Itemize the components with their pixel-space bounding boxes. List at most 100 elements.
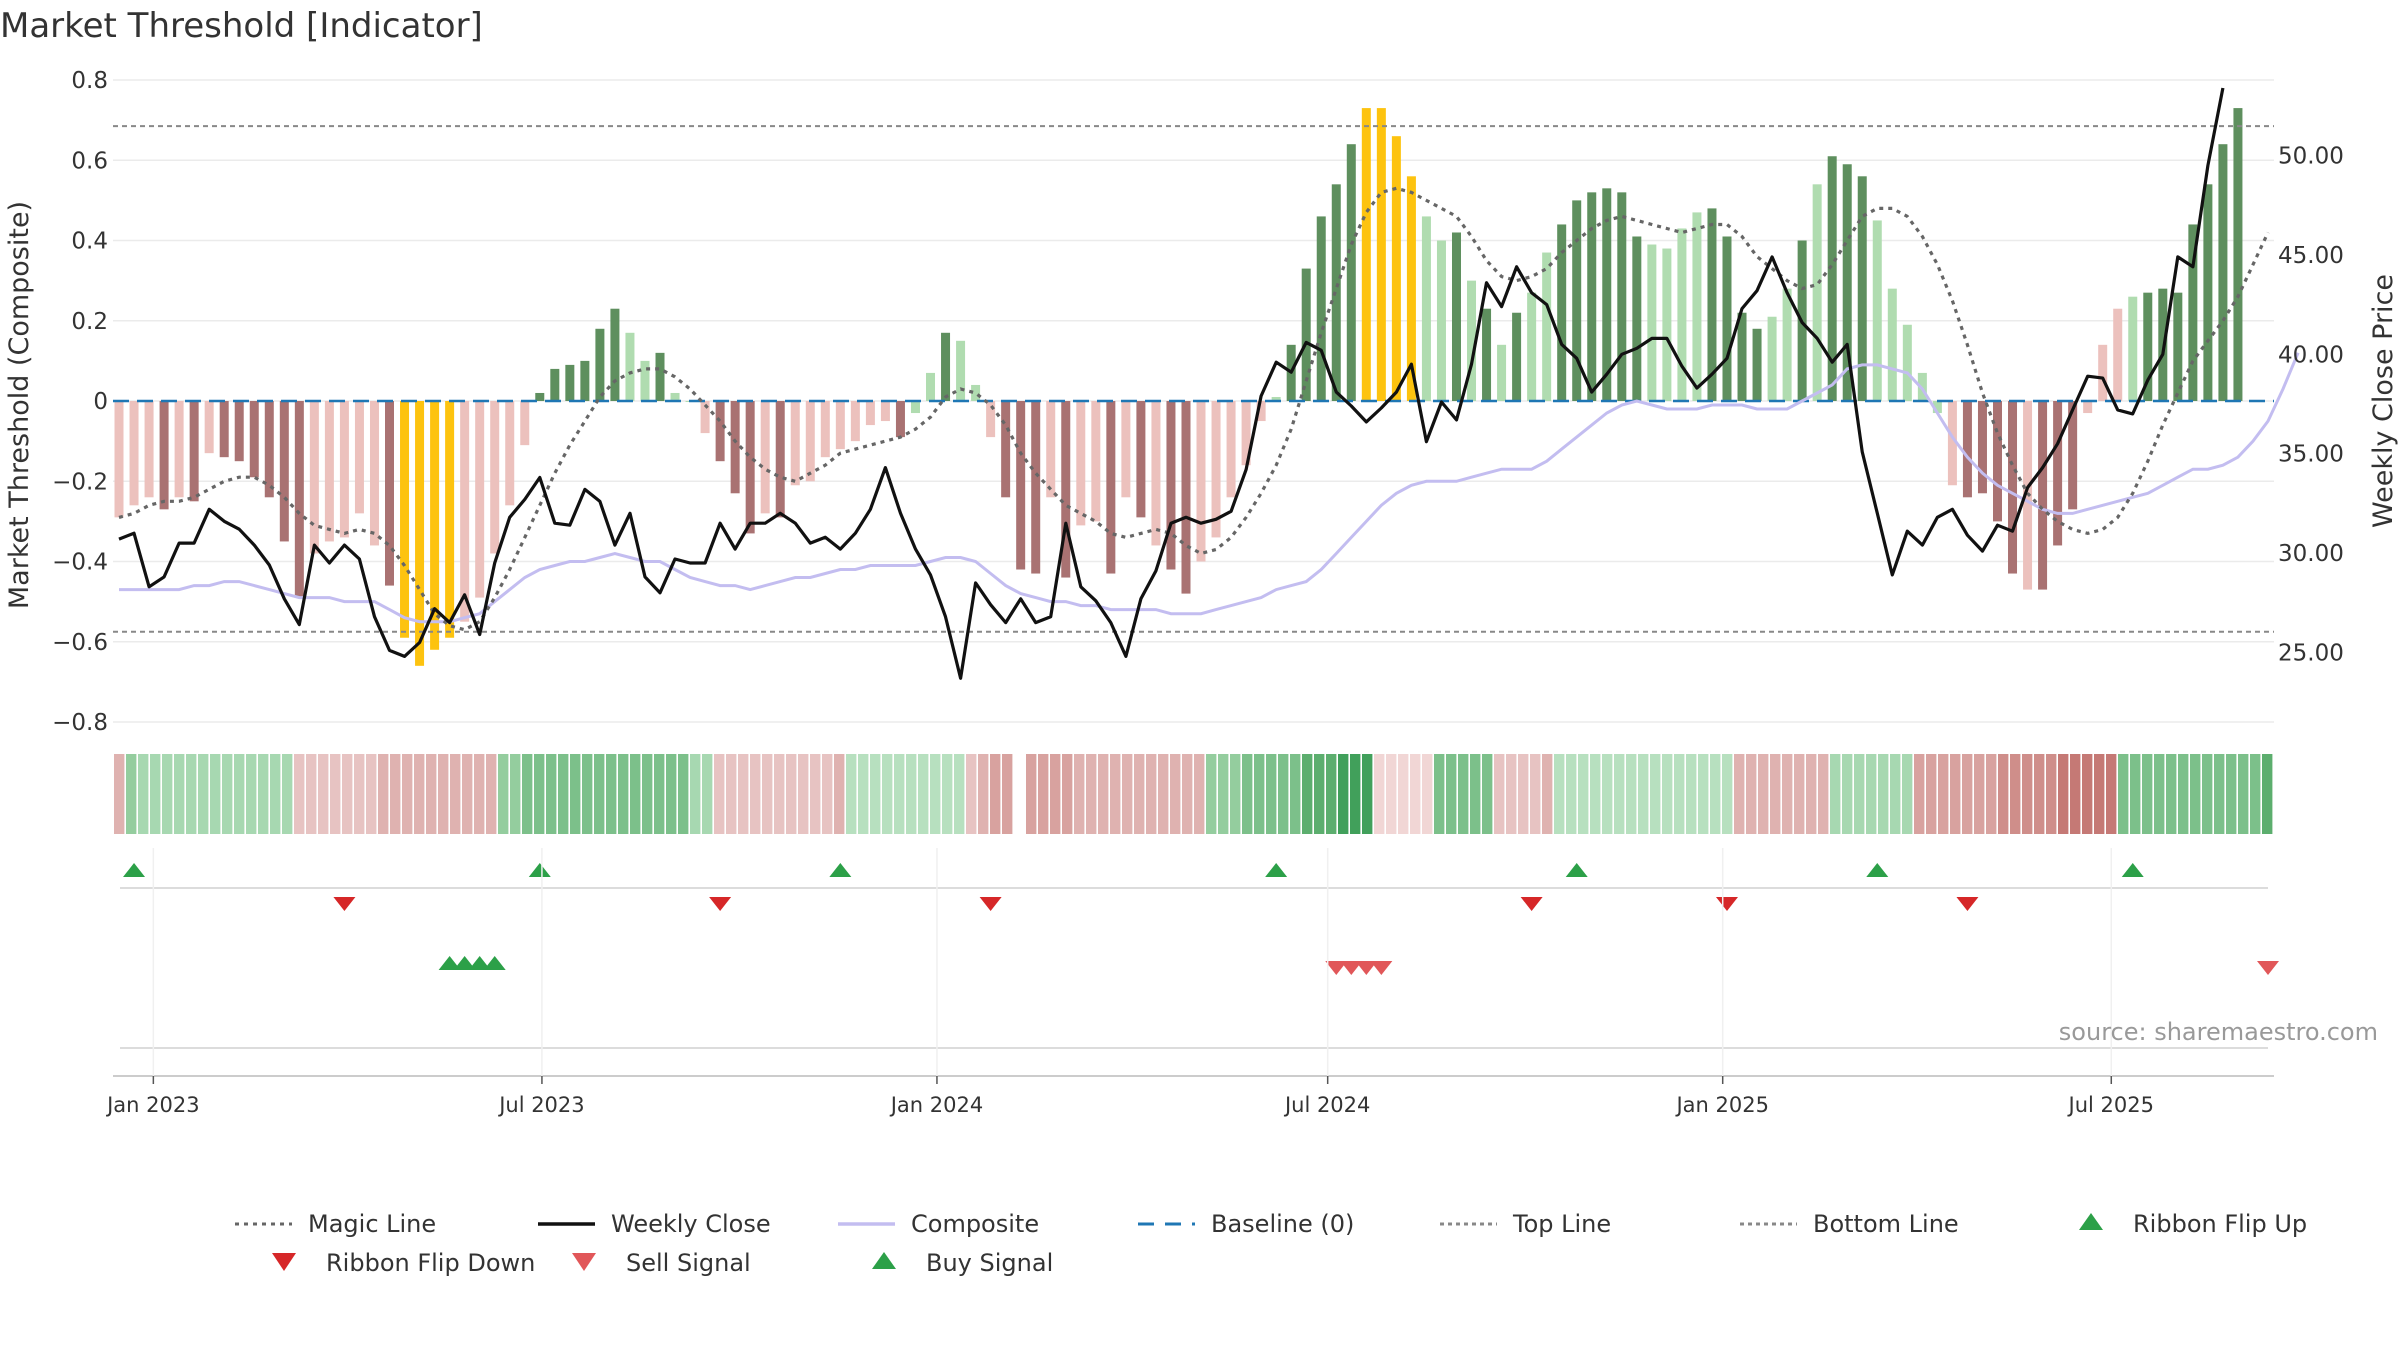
ribbon-flip-down-marker bbox=[1520, 897, 1543, 911]
x-tick-label: Jul 2025 bbox=[2067, 1093, 2154, 1117]
ribbon-flip-up-marker bbox=[1565, 863, 1588, 877]
composite-bar bbox=[760, 401, 770, 514]
composite-bar bbox=[1316, 216, 1326, 401]
ribbon-segment bbox=[774, 754, 785, 834]
ribbon-segment bbox=[1278, 754, 1289, 834]
ribbon-segment bbox=[1506, 754, 1517, 834]
ribbon-segment bbox=[1842, 754, 1853, 834]
ribbon-segment bbox=[1314, 754, 1325, 834]
composite-bar bbox=[114, 401, 124, 518]
composite-bar bbox=[1752, 328, 1762, 401]
ribbon-segment bbox=[1710, 754, 1721, 834]
composite-bars bbox=[114, 108, 2243, 666]
composite-bar bbox=[1076, 401, 1086, 526]
ribbon-segment bbox=[1062, 754, 1073, 834]
composite-bar bbox=[1662, 248, 1672, 401]
ribbon-segment bbox=[990, 754, 1001, 834]
composite-bar bbox=[520, 401, 530, 446]
composite-bar bbox=[189, 401, 199, 502]
composite-bar bbox=[1677, 228, 1687, 401]
legend-label: Weekly Close bbox=[611, 1210, 771, 1238]
ribbon-segment bbox=[1302, 754, 1313, 834]
composite-bar bbox=[1046, 401, 1056, 498]
composite-bar bbox=[249, 401, 259, 478]
ribbon-segment bbox=[174, 754, 185, 834]
composite-bar bbox=[234, 401, 244, 462]
composite-bar bbox=[1707, 208, 1717, 401]
composite-bar bbox=[2218, 144, 2228, 401]
composite-bar bbox=[926, 372, 936, 401]
ribbon-segment bbox=[1554, 754, 1565, 834]
buy-signal-marker bbox=[438, 956, 461, 970]
composite-bar bbox=[445, 401, 455, 638]
ribbon-segment bbox=[414, 754, 425, 834]
ribbon-segment bbox=[474, 754, 485, 834]
ribbon-segment bbox=[978, 754, 989, 834]
composite-bar bbox=[1512, 312, 1522, 401]
legend-label: Buy Signal bbox=[926, 1249, 1053, 1277]
composite-bar bbox=[1497, 344, 1507, 401]
composite-bar bbox=[670, 392, 680, 401]
composite-bar bbox=[880, 401, 890, 422]
ribbon-segment bbox=[1170, 754, 1181, 834]
ribbon-segment bbox=[2178, 754, 2189, 834]
ribbon-segment bbox=[654, 754, 665, 834]
ribbon-segment bbox=[1446, 754, 1457, 834]
composite-bar bbox=[2068, 401, 2078, 510]
composite-bar bbox=[1902, 324, 1912, 401]
composite-bar bbox=[550, 368, 560, 401]
ribbon-segment bbox=[1074, 754, 1085, 834]
ribbon-segment bbox=[366, 754, 377, 834]
legend-label: Magic Line bbox=[308, 1210, 436, 1238]
composite-bar bbox=[1602, 188, 1612, 401]
ribbon-segment bbox=[726, 754, 737, 834]
composite-bar bbox=[1106, 401, 1116, 574]
composite-bar bbox=[1301, 268, 1311, 401]
ribbon-flip-up-marker bbox=[829, 863, 852, 877]
composite-bar bbox=[1001, 401, 1011, 498]
ribbon-segment bbox=[1638, 754, 1649, 834]
legend-item: Composite bbox=[838, 1210, 1039, 1238]
buy-signal-marker bbox=[453, 956, 476, 970]
ribbon-segment bbox=[2238, 754, 2249, 834]
left-tick-label: 0.6 bbox=[71, 148, 108, 174]
ribbon-segment bbox=[1758, 754, 1769, 834]
ribbon-segment bbox=[1482, 754, 1493, 834]
composite-bar bbox=[2188, 224, 2198, 401]
ribbon-segment bbox=[630, 754, 641, 834]
ribbon-segment bbox=[1806, 754, 1817, 834]
ribbon-segment bbox=[2166, 754, 2177, 834]
ribbon-segment bbox=[1386, 754, 1397, 834]
composite-bar bbox=[1947, 401, 1957, 486]
ribbon-segment bbox=[1878, 754, 1889, 834]
ribbon-segment bbox=[1566, 754, 1577, 834]
right-tick-label: 40.00 bbox=[2278, 342, 2344, 368]
ribbon-segment bbox=[2118, 754, 2129, 834]
composite-bar bbox=[610, 308, 620, 401]
composite-bar bbox=[1061, 401, 1071, 578]
legend-item: Bottom Line bbox=[1740, 1210, 1959, 1238]
ribbon-segment bbox=[618, 754, 629, 834]
right-axis-title: Weekly Close Price bbox=[2368, 274, 2399, 528]
ribbon-segment bbox=[2058, 754, 2069, 834]
composite-bar bbox=[2053, 401, 2063, 546]
ribbon-flip-down-marker bbox=[709, 897, 732, 911]
ribbon-segment bbox=[1626, 754, 1637, 834]
ribbon-segment bbox=[1902, 754, 1913, 834]
ribbon-segment bbox=[1182, 754, 1193, 834]
composite-bar bbox=[640, 360, 650, 402]
ribbon-segment bbox=[1962, 754, 1973, 834]
ribbon-segment bbox=[318, 754, 329, 834]
ribbon-segment bbox=[918, 754, 929, 834]
composite-bar bbox=[1827, 156, 1837, 401]
ribbon-segment bbox=[1698, 754, 1709, 834]
composite-bar bbox=[2038, 401, 2048, 590]
ribbon-segment bbox=[306, 754, 317, 834]
ribbon-segment bbox=[1518, 754, 1529, 834]
ribbon-segment bbox=[498, 754, 509, 834]
ribbon-segment bbox=[870, 754, 881, 834]
composite-bar bbox=[1977, 401, 1987, 494]
ribbon-segment bbox=[150, 754, 161, 834]
composite-bar bbox=[1887, 288, 1897, 401]
composite-bar bbox=[1436, 240, 1446, 401]
